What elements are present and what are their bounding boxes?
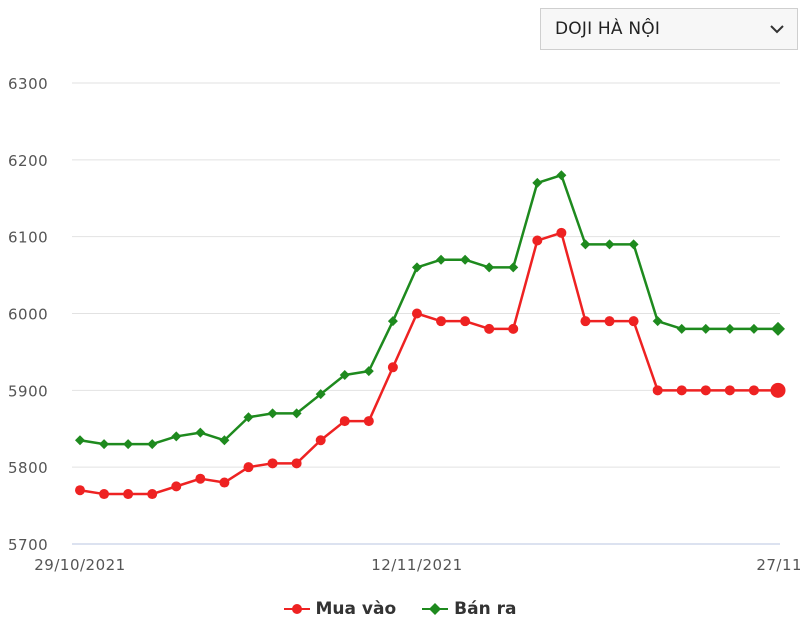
legend-item-ban-ra[interactable]: Bán ra: [422, 599, 516, 619]
data-point: [484, 262, 495, 273]
data-point: [339, 416, 350, 427]
data-point: [652, 385, 663, 396]
data-point: [460, 316, 471, 327]
data-point: [508, 262, 519, 273]
data-point: [604, 316, 615, 327]
data-point: [748, 323, 759, 334]
data-point: [99, 439, 110, 450]
data-point: [387, 316, 398, 327]
data-point: [171, 481, 182, 492]
data-point: [532, 235, 543, 246]
store-selector-value: DOJI HÀ NỘI: [555, 19, 661, 39]
data-point: [267, 408, 278, 419]
data-point: [556, 170, 567, 181]
data-point: [363, 416, 374, 427]
data-point: [195, 427, 206, 438]
data-point: [75, 485, 85, 496]
data-point: [75, 435, 85, 446]
legend-marker-diamond-icon: [422, 603, 449, 615]
y-tick-label: 5800: [8, 459, 48, 477]
legend-marker-circle-icon: [283, 604, 310, 614]
data-point: [580, 239, 591, 250]
data-point: [243, 462, 254, 473]
data-point: [315, 435, 326, 446]
y-tick-label: 6200: [8, 152, 48, 170]
data-point: [556, 227, 567, 238]
data-point: [243, 412, 254, 423]
data-point: [628, 316, 639, 327]
y-tick-label: 5700: [8, 536, 48, 554]
legend-label: Mua vào: [315, 599, 397, 619]
data-point: [436, 316, 447, 327]
data-point: [676, 385, 687, 396]
data-point: [770, 382, 786, 398]
data-point: [363, 366, 374, 377]
data-point: [652, 316, 663, 327]
chart-legend: Mua vào Bán ra: [0, 597, 800, 621]
y-tick-label: 6300: [8, 75, 48, 93]
data-point: [771, 321, 785, 336]
data-point: [724, 385, 735, 396]
data-point: [291, 408, 302, 419]
data-point: [436, 254, 447, 265]
data-point: [532, 177, 543, 188]
data-point: [580, 316, 591, 327]
data-point: [724, 323, 735, 334]
data-point: [291, 458, 302, 469]
x-tick-label: 29/10/2021: [34, 556, 125, 574]
data-point: [123, 489, 134, 500]
data-point: [748, 385, 759, 396]
y-tick-label: 5900: [8, 382, 48, 400]
data-point: [676, 323, 687, 334]
data-point: [700, 323, 711, 334]
data-point: [411, 262, 422, 273]
series-line: [79, 173, 778, 446]
data-point: [267, 458, 278, 469]
legend-label: Bán ra: [454, 599, 517, 619]
data-point: [147, 489, 158, 500]
data-point: [219, 477, 230, 488]
data-point: [171, 431, 182, 442]
y-tick-label: 6100: [8, 229, 48, 247]
store-selector-dropdown[interactable]: DOJI HÀ NỘI: [540, 8, 798, 50]
chevron-down-icon: [769, 21, 785, 37]
data-point: [700, 385, 711, 396]
x-tick-label: 12/11/2021: [371, 556, 462, 574]
data-point: [219, 435, 230, 446]
data-point: [387, 362, 398, 373]
x-tick-label: 27/11/2021: [756, 556, 800, 574]
data-point: [508, 323, 519, 334]
data-point: [460, 254, 471, 265]
data-point: [339, 369, 350, 380]
y-tick-label: 6000: [8, 306, 48, 324]
data-point: [315, 389, 326, 400]
legend-item-mua-vao[interactable]: Mua vào: [283, 599, 397, 619]
data-point: [628, 239, 639, 250]
data-point: [195, 473, 206, 484]
data-point: [604, 239, 615, 250]
data-point: [411, 308, 422, 319]
data-point: [147, 439, 158, 450]
data-point: [484, 323, 495, 334]
data-point: [123, 439, 134, 450]
series-line: [79, 231, 778, 496]
data-point: [99, 489, 110, 500]
